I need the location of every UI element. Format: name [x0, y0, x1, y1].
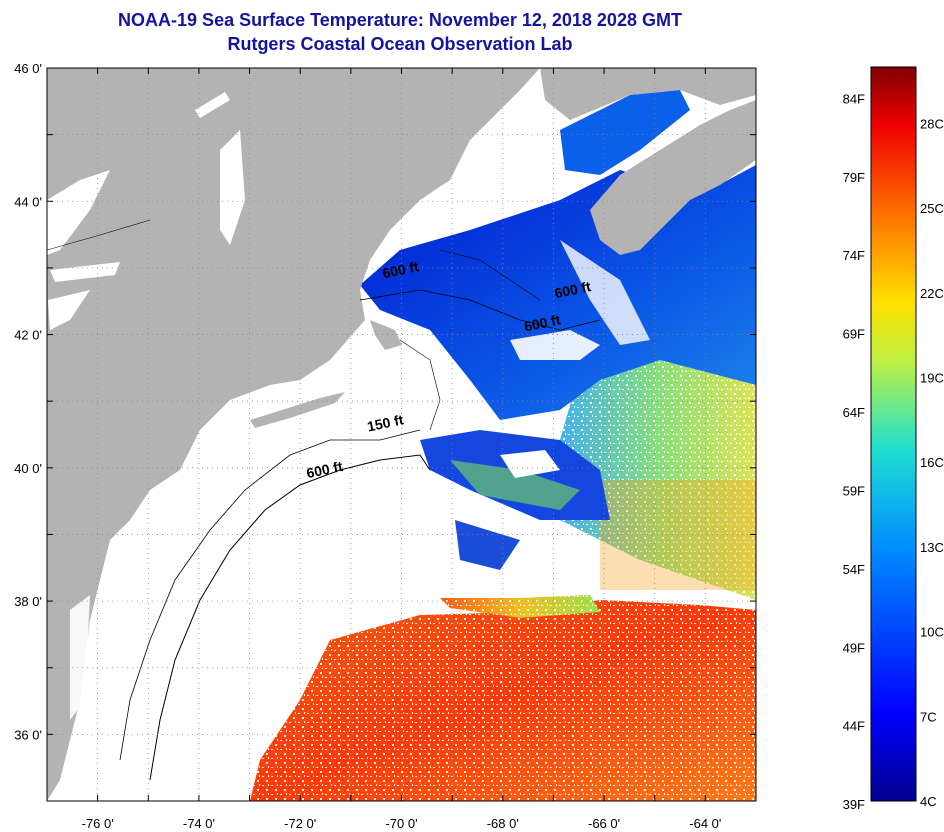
colorbar-fahrenheit-label: 49F: [843, 640, 865, 655]
land-long-island: [250, 392, 345, 428]
lat-tick-label: 42 0': [14, 328, 42, 343]
lon-tick-label: -66 0': [588, 816, 620, 831]
land-us-east-coast: [47, 68, 540, 801]
graticule: [47, 68, 756, 801]
colorbar-celsius-label: 10C: [920, 625, 944, 640]
colorbar-celsius-label: 13C: [920, 540, 944, 555]
bay-of-fundy: [560, 90, 690, 175]
colorbar-fahrenheit-label: 44F: [843, 719, 865, 734]
colorbar-fahrenheit-label: 64F: [843, 405, 865, 420]
lon-tick-label: -74 0': [183, 816, 215, 831]
colorbar-fahrenheit-label: 69F: [843, 327, 865, 342]
map-title: NOAA-19 Sea Surface Temperature: Novembe…: [118, 10, 682, 30]
lon-tick-label: -76 0': [82, 816, 114, 831]
colorbar-fahrenheit-label: 54F: [843, 562, 865, 577]
lon-tick-label: -64 0': [689, 816, 721, 831]
colorbar-celsius-label: 22C: [920, 286, 944, 301]
colorbar-fahrenheit-label: 79F: [843, 170, 865, 185]
colorbar-fahrenheit-label: 39F: [843, 797, 865, 812]
land-nova-scotia: [590, 100, 756, 255]
lat-tick-label: 38 0': [14, 594, 42, 609]
bathymetry-150ft-contour: [119, 429, 421, 761]
lat-tick-label: 46 0': [14, 61, 42, 76]
land-new-brunswick: [540, 68, 756, 120]
land-cape-cod: [370, 320, 402, 350]
colorbar-celsius-label: 19C: [920, 371, 944, 386]
contour-depth-label: 600 ft: [553, 278, 592, 301]
colorbar-fahrenheit-label: 59F: [843, 483, 865, 498]
lon-tick-label: -68 0': [487, 816, 519, 831]
colorbar-fahrenheit-label: 84F: [843, 91, 865, 106]
map-axes: -76 0' -74 0' -72 0' -70 0' -68 0' -66 0' -64 …: [14, 61, 756, 831]
contour-labels: 600 ft 600 ft 150 ft 600 ft 600 ft: [305, 258, 593, 481]
bathymetry-600ft-contour: [149, 454, 431, 781]
colorbar-celsius-label: 28C: [920, 116, 944, 131]
contour-depth-label: 600 ft: [523, 311, 562, 334]
colorbar-celsius-label: 4C: [920, 794, 937, 809]
colorbar-celsius-label: 16C: [920, 455, 944, 470]
contour-depth-label: 150 ft: [366, 411, 405, 434]
map-subtitle: Rutgers Coastal Ocean Observation Lab: [227, 34, 573, 54]
lon-tick-label: -70 0': [385, 816, 417, 831]
contour-depth-label: 600 ft: [381, 258, 420, 281]
colorbar-gradient: [870, 66, 917, 802]
colorbar-celsius-label: 7C: [920, 709, 937, 724]
colorbar-celsius-label: 25C: [920, 201, 944, 216]
lon-tick-label: -72 0': [284, 816, 316, 831]
lat-tick-label: 44 0': [14, 194, 42, 209]
lat-tick-label: 40 0': [14, 461, 42, 476]
colorbar-fahrenheit-label: 74F: [843, 248, 865, 263]
contour-depth-label: 600 ft: [305, 458, 344, 481]
lat-tick-label: 36 0': [14, 727, 42, 742]
